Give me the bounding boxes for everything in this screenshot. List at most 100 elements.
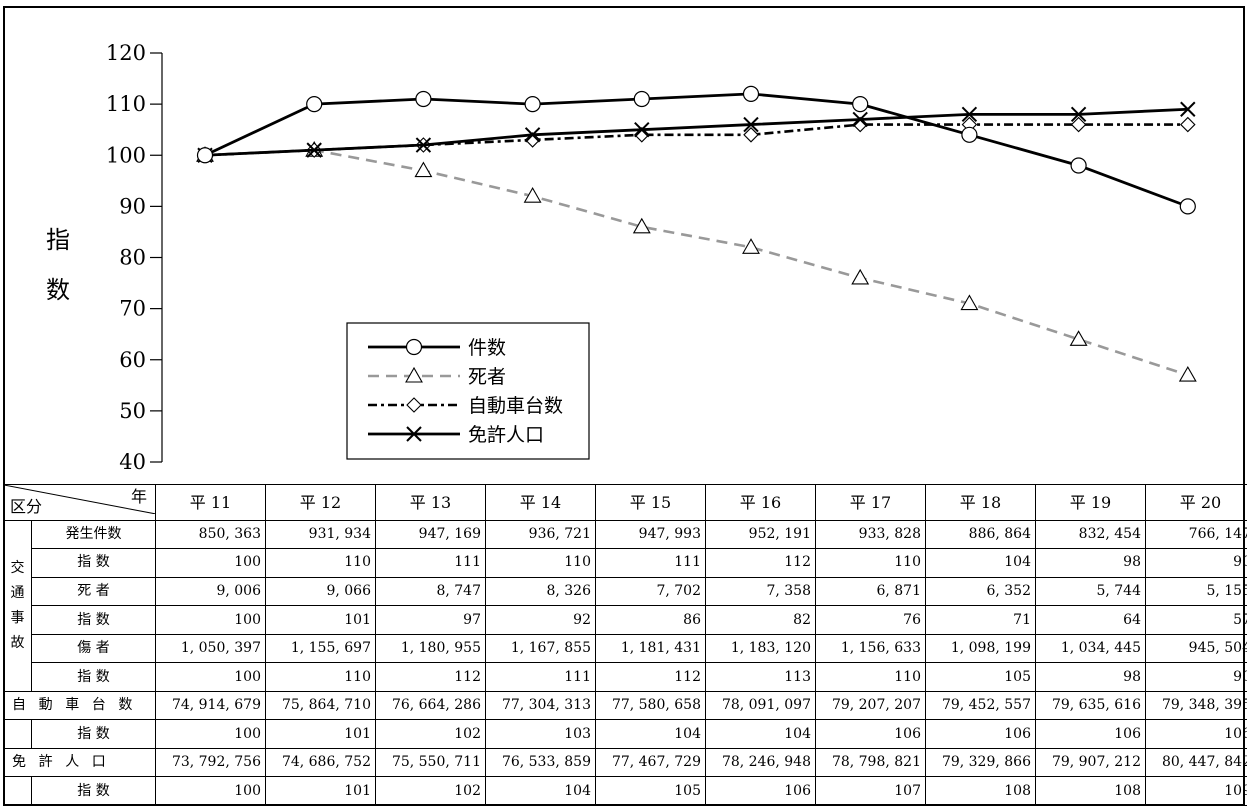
index-cell: 102 <box>375 776 486 806</box>
table-row: 傷 者 1, 050, 397 1, 155, 697 1, 180, 955 1, 1… <box>4 633 1247 664</box>
value-cell: 936, 721 <box>485 519 596 550</box>
data-point <box>414 161 433 178</box>
y-axis-label: 数 <box>46 276 70 304</box>
blank-cell <box>3 719 32 749</box>
data-point <box>852 116 868 133</box>
index-cell: 101 <box>265 719 376 749</box>
data-point <box>1070 116 1087 133</box>
year-header: 平 16 <box>705 484 816 521</box>
y-tick-label: 110 <box>106 92 146 116</box>
value-cell: 1, 098, 199 <box>925 633 1036 664</box>
data-point <box>406 397 422 413</box>
year-header: 平 12 <box>265 484 376 521</box>
value-cell: 931, 934 <box>265 519 376 550</box>
index-cell: 108 <box>925 776 1036 806</box>
value-cell: 1, 180, 955 <box>375 633 486 664</box>
row-label-index: 指 数 <box>31 548 156 578</box>
data-point <box>852 96 869 113</box>
value-cell: 73, 792, 756 <box>155 747 266 778</box>
value-cell: 832, 454 <box>1035 519 1146 550</box>
corner-label-category: 区分 <box>10 496 43 516</box>
index-cell: 107 <box>815 776 926 806</box>
index-cell: 105 <box>595 776 706 806</box>
table-row: 自動車台数 74, 914, 679 75, 864, 710 76, 664, 28… <box>3 690 1247 721</box>
legend-label: 件数 <box>468 337 506 359</box>
row-label-index: 指 数 <box>31 605 156 635</box>
data-point <box>634 127 650 143</box>
y-tick-label: 80 <box>119 246 146 270</box>
value-cell: 75, 550, 711 <box>375 747 486 778</box>
data-point <box>634 121 650 138</box>
index-cell: 100 <box>155 662 266 692</box>
year-header: 平 11 <box>155 484 266 521</box>
value-cell: 7, 702 <box>595 576 706 607</box>
value-cell: 79, 452, 557 <box>925 690 1036 721</box>
index-cell: 104 <box>595 719 706 749</box>
data-point <box>743 116 759 133</box>
y-tick-label: 100 <box>106 143 146 167</box>
year-header: 平 19 <box>1035 484 1146 521</box>
value-cell: 76, 533, 859 <box>485 747 596 778</box>
index-cell: 106 <box>1145 719 1247 749</box>
year-header: 平 13 <box>375 484 486 521</box>
value-cell: 6, 352 <box>925 576 1036 607</box>
index-cell: 106 <box>815 719 926 749</box>
value-cell: 79, 635, 616 <box>1035 690 1146 721</box>
value-cell: 1, 050, 397 <box>155 633 266 664</box>
value-cell: 933, 828 <box>815 519 926 550</box>
row-label: 自動車台数 <box>3 690 156 721</box>
group-label-traffic-accidents: 交通事故 <box>3 519 32 692</box>
y-tick-label: 120 <box>106 41 146 65</box>
data-point <box>742 85 760 103</box>
value-cell: 78, 246, 948 <box>705 747 816 778</box>
y-tick-label: 90 <box>119 194 146 218</box>
data-point <box>1070 157 1087 174</box>
header-row: 区分 年平 11 平 12 平 13 平 14 平 15 平 16 平 17 平 18 平 19 平… <box>3 484 1247 521</box>
value-cell: 79, 329, 866 <box>925 747 1036 778</box>
table-row: 指 数1001019792868276716457 <box>4 605 1247 635</box>
year-header: 平 20 <box>1145 484 1247 521</box>
data-point <box>196 147 214 164</box>
data-point <box>405 366 423 383</box>
table-row: 指 数1001101111101111121101049890 <box>4 548 1247 578</box>
row-label-index: 指 数 <box>31 719 156 749</box>
index-cell: 110 <box>815 662 926 692</box>
index-cell: 104 <box>925 548 1036 578</box>
index-cell: 92 <box>485 605 596 635</box>
index-cell: 97 <box>375 605 486 635</box>
value-cell: 1, 183, 120 <box>705 633 816 664</box>
data-point <box>742 238 760 254</box>
row-label: 発生件数 <box>31 519 156 550</box>
value-cell: 1, 156, 633 <box>815 633 926 664</box>
y-tick-label: 60 <box>119 348 146 372</box>
value-cell: 8, 326 <box>485 576 596 607</box>
data-point <box>415 137 432 153</box>
value-cell: 79, 907, 212 <box>1035 747 1146 778</box>
index-cell: 104 <box>485 776 596 806</box>
series-line <box>204 92 1189 208</box>
row-label: 死 者 <box>31 576 156 607</box>
data-point <box>961 126 978 143</box>
table-corner: 区分 年 <box>3 484 156 521</box>
value-cell: 1, 181, 431 <box>595 633 706 664</box>
index-cell: 110 <box>265 662 376 692</box>
value-cell: 952, 191 <box>705 519 816 550</box>
data-point <box>851 268 870 285</box>
y-tick-label: 40 <box>119 450 146 474</box>
index-cell: 71 <box>925 605 1036 635</box>
index-cell: 111 <box>375 548 486 578</box>
value-cell: 886, 864 <box>925 519 1036 550</box>
value-cell: 947, 993 <box>595 519 706 550</box>
table-row: 交通事故発生件数 850, 363 931, 934 947, 169 936, 721… <box>3 519 1247 692</box>
year-header: 平 15 <box>595 484 706 521</box>
value-cell: 9, 066 <box>265 576 376 607</box>
value-cell: 8, 747 <box>375 576 486 607</box>
value-cell: 947, 169 <box>375 519 486 550</box>
data-point <box>960 294 979 311</box>
value-cell: 766, 147 <box>1145 519 1247 550</box>
value-cell: 1, 155, 697 <box>265 633 376 664</box>
index-cell: 90 <box>1145 662 1247 692</box>
row-label-index: 指 数 <box>31 662 156 692</box>
data-point <box>633 90 650 108</box>
data-point <box>415 90 432 108</box>
